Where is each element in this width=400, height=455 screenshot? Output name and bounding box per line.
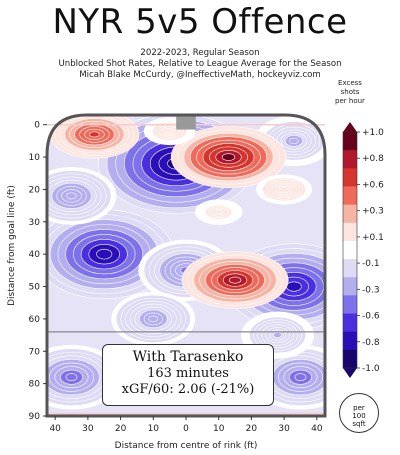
coldspot-contour [286, 281, 302, 292]
scale-badge-line: per [353, 404, 365, 412]
hotspot-contour [221, 153, 236, 161]
y-tick-label: 50 [29, 283, 41, 293]
colorbar-segment [343, 277, 357, 296]
heatmap-field [47, 115, 325, 416]
annotation-box: With Tarasenko 163 minutes xGF/60: 2.06 … [102, 344, 274, 406]
hotspot-contour [280, 187, 288, 192]
colorbar-segment [343, 240, 357, 260]
rink-boards [45, 113, 327, 418]
colorbar-segment [343, 313, 357, 333]
colorbar-segment [343, 295, 357, 315]
x-tick-label: 10 [148, 424, 160, 434]
x-tick-label: 40 [49, 424, 61, 434]
colorbar-tick-label: -0.6 [362, 312, 380, 322]
colorbar-segment [343, 259, 357, 278]
annotation-xgf: xGF/60: 2.06 (-21%) [121, 382, 255, 397]
y-tick-label: 40 [29, 250, 41, 260]
coldspot-contour [96, 248, 113, 260]
page-title: NYR 5v5 Offence [52, 2, 348, 42]
coldspot-contour [65, 373, 78, 382]
subtitle-credit: Micah Blake McCurdy, @IneffectiveMath, h… [79, 70, 321, 80]
colorbar-frame [342, 131, 358, 369]
colorbar-segment [343, 331, 357, 351]
colorbar-tick-label: -0.3 [362, 285, 380, 295]
colorbar-title: shots [341, 88, 360, 96]
scale-badge-line: sqft [352, 420, 366, 428]
y-tick-label: 90 [29, 412, 41, 422]
colorbar-bottom-cap [343, 368, 357, 378]
x-tick-label: 20 [246, 424, 258, 434]
colorbar-tick-label: -0.8 [362, 338, 380, 348]
x-tick-label: 30 [278, 424, 290, 434]
y-tick-label: 20 [29, 185, 41, 195]
x-axis-label: Distance from centre of rink (ft) [115, 441, 258, 451]
y-tick-label: 10 [29, 153, 41, 163]
colorbar-title: Excess [338, 79, 362, 87]
colorbar-segment [343, 349, 357, 369]
hotspot-contour [228, 276, 242, 284]
hotspot-contour [89, 131, 100, 138]
x-tick-label: 30 [82, 424, 94, 434]
colorbar-segment [343, 222, 357, 242]
scale-badge-line: 100 [352, 412, 366, 420]
colorbar-tick-label: -0.1 [362, 259, 380, 269]
scale-badge: per 100 sqft [339, 393, 379, 433]
y-tick-label: 30 [29, 218, 41, 228]
hotspot-contour [166, 129, 173, 133]
colorbar-segment [343, 150, 357, 169]
colorbar-top-cap [343, 122, 357, 132]
y-tick-label: 0 [34, 121, 40, 131]
colorbar-segment [343, 186, 357, 206]
colorbar-tick-label: +0.3 [362, 207, 384, 217]
colorbar-segment [343, 132, 357, 151]
colorbar-segment [343, 204, 357, 224]
coldspot-contour [294, 373, 307, 382]
colorbar-title: per hour [335, 97, 365, 105]
colorbar-tick-label: -1.0 [362, 364, 380, 374]
coldspot-contour [289, 137, 299, 144]
coldspot-contour [273, 332, 282, 338]
y-axis-label: Distance from goal line (ft) [7, 185, 17, 306]
y-tick-label: 80 [29, 380, 41, 390]
colorbar-tick-label: +0.8 [362, 154, 384, 164]
coldspot-contour [148, 315, 159, 323]
goal-net [176, 115, 196, 130]
annotation-player: With Tarasenko [132, 349, 244, 365]
colorbar-segment [343, 168, 357, 187]
y-tick-label: 70 [29, 347, 41, 357]
x-tick-label: 20 [115, 424, 127, 434]
colorbar-tick-label: +0.6 [362, 180, 384, 190]
x-tick-label: 40 [311, 424, 323, 434]
subtitle-season: 2022-2023, Regular Season [140, 48, 260, 58]
annotation-minutes: 163 minutes [147, 366, 229, 381]
x-tick-label: 0 [183, 424, 189, 434]
x-tick-label: 10 [213, 424, 225, 434]
y-tick-label: 60 [29, 315, 41, 325]
hotspot-contour [215, 210, 222, 214]
colorbar-tick-label: +1.0 [362, 128, 384, 138]
subtitle-description: Unblocked Shot Rates, Relative to League… [58, 59, 342, 69]
colorbar-tick-label: +0.1 [362, 233, 384, 243]
coldspot-contour [66, 192, 77, 200]
